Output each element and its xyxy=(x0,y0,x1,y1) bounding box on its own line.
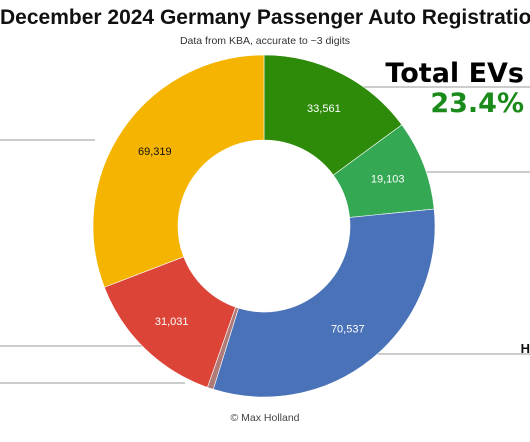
chart-title: December 2024 Germany Passenger Auto Reg… xyxy=(0,6,530,29)
donut-slice-2 xyxy=(212,208,436,398)
donut-slice-5 xyxy=(92,54,265,288)
total-evs-label: Total EVs xyxy=(385,58,524,89)
slice-label-4: 31,031 xyxy=(155,316,189,328)
slice-label-0: 33,561 xyxy=(307,103,341,115)
total-evs-value: 23.4% xyxy=(430,88,524,119)
slice-label-2: 70,537 xyxy=(331,324,365,336)
credit-text: © Max Holland xyxy=(230,412,300,424)
slice-label-1: 19,103 xyxy=(371,174,405,186)
chart-subtitle: Data from KBA, accurate to ~3 digits xyxy=(179,35,351,47)
slice-label-5: 69,319 xyxy=(138,146,172,158)
total-evs-callout: Total EVs 23.4% xyxy=(385,60,524,117)
cropped-label-fragment: H xyxy=(520,341,530,356)
